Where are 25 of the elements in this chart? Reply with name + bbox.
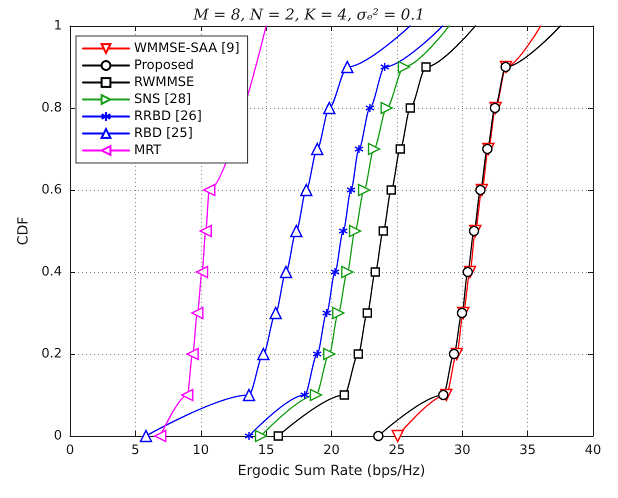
y-tick-label: 1 bbox=[54, 18, 62, 34]
legend-label: MRT bbox=[134, 143, 162, 158]
legend-label: WMMSE-SAA [9] bbox=[134, 41, 240, 56]
x-tick-label: 15 bbox=[258, 443, 274, 458]
x-tick-label: 25 bbox=[388, 443, 406, 458]
y-tick-label: 0.8 bbox=[41, 100, 62, 116]
legend-label: SNS [28] bbox=[134, 92, 192, 107]
y-tick-label: 0.2 bbox=[41, 346, 62, 362]
y-tick-label: 0.6 bbox=[41, 182, 62, 198]
x-tick-label: 35 bbox=[519, 443, 536, 458]
y-tick-label: 0.4 bbox=[41, 264, 62, 280]
x-tick-label: 0 bbox=[66, 443, 74, 458]
legend-label: RWMMSE bbox=[134, 75, 194, 90]
x-tick-label: 20 bbox=[323, 443, 340, 458]
x-tick-label: 10 bbox=[192, 443, 210, 458]
chart-title: M = 8, N = 2, K = 4, σₑ² = 0.1 bbox=[192, 6, 425, 24]
x-tick-label: 40 bbox=[584, 443, 602, 458]
x-tick-label: 5 bbox=[131, 443, 140, 458]
x-tick-label: 30 bbox=[454, 443, 471, 458]
y-tick-label: 0 bbox=[54, 428, 62, 444]
legend-label: RBD [25] bbox=[134, 126, 193, 141]
legend-label: RRBD [26] bbox=[134, 109, 202, 124]
legend-label: Proposed bbox=[134, 58, 194, 73]
y-axis-title: CDF bbox=[15, 216, 32, 246]
x-axis-title: Ergodic Sum Rate (bps/Hz) bbox=[238, 463, 426, 479]
